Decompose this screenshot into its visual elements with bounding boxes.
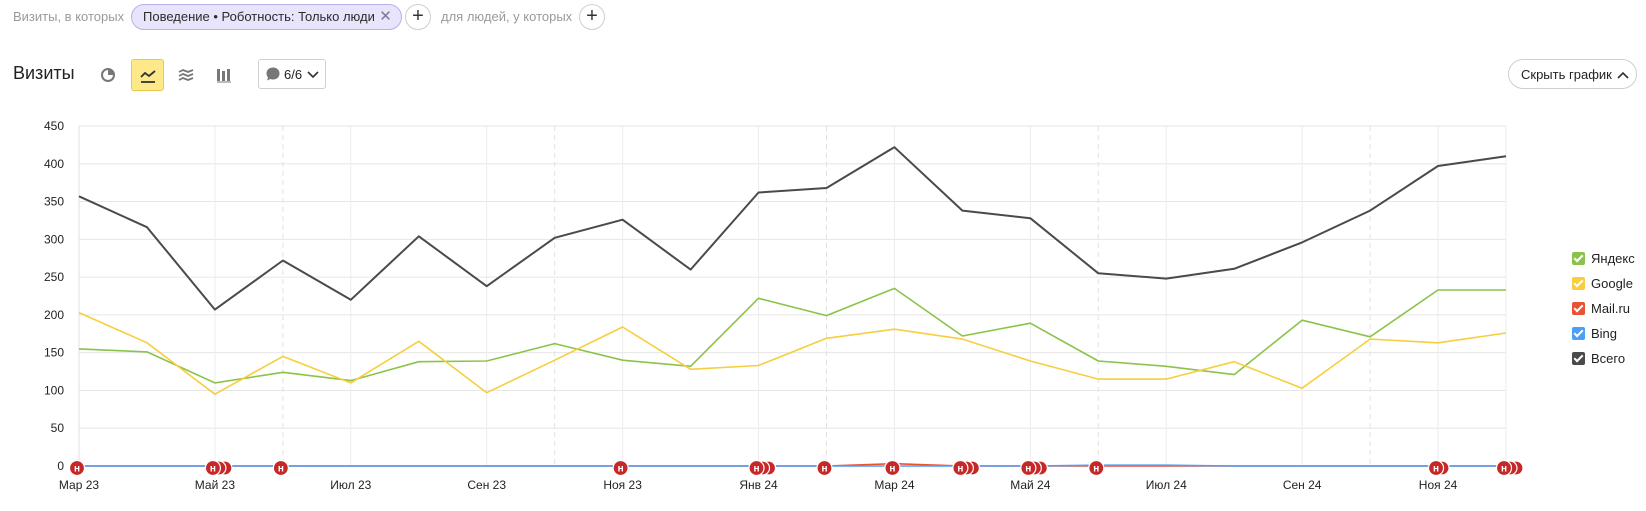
series-line-4	[79, 464, 1506, 467]
x-tick-label: Мар 24	[874, 478, 914, 492]
x-tick-label: Сен 23	[467, 478, 506, 492]
line-chart-mode-button[interactable]	[131, 59, 164, 91]
note-marker-icon[interactable]	[884, 459, 901, 477]
y-tick-label: 400	[44, 157, 64, 171]
visits-line-chart: 0 50 100 150 200 250 300 350 400 450 Мар 23 Май 23 И…	[44, 119, 1524, 492]
note-marker-letter: н	[957, 464, 963, 475]
close-icon[interactable]: ✕	[379, 8, 392, 25]
note-marker-icon[interactable]	[748, 459, 765, 477]
note-marker-letter: н	[821, 464, 827, 475]
note-marker-icon[interactable]	[1088, 459, 1105, 477]
x-tick-label: Май 23	[195, 478, 236, 492]
checkbox-icon[interactable]	[1572, 252, 1585, 265]
note-marker-letter: н	[1433, 464, 1439, 475]
hide-chart-button[interactable]: Скрыть график	[1508, 59, 1637, 89]
note-marker-letter: н	[618, 464, 624, 475]
legend-label: Всего	[1591, 351, 1626, 366]
y-tick-label: 450	[44, 119, 64, 133]
note-marker-icon[interactable]	[204, 459, 222, 477]
legend-label: Bing	[1591, 326, 1618, 341]
x-tick-label: Янв 24	[739, 478, 778, 492]
note-marker-letter: н	[889, 464, 895, 475]
checkbox-icon[interactable]	[1572, 327, 1585, 340]
note-marker-letter: н	[210, 464, 216, 475]
note-marker-letter: н	[74, 464, 80, 475]
y-tick-label: 300	[44, 232, 64, 246]
chevron-down-icon	[307, 71, 319, 79]
legend-label: Mail.ru	[1591, 301, 1631, 316]
checkbox-icon[interactable]	[1572, 352, 1585, 365]
pie-chart-icon	[101, 68, 115, 82]
chart-title: Визиты	[13, 63, 75, 83]
y-tick-label: 200	[44, 308, 64, 322]
x-tick-label: Мар 23	[59, 478, 99, 492]
note-marker-icon[interactable]	[1495, 459, 1513, 477]
hide-chart-label: Скрыть график	[1521, 67, 1612, 82]
legend-label: Google	[1591, 276, 1633, 291]
add-visit-condition-button[interactable]: +	[405, 4, 431, 30]
note-marker-icon[interactable]	[612, 459, 629, 477]
y-tick-label: 150	[44, 346, 64, 360]
x-tick-label: Июл 24	[1146, 478, 1187, 492]
y-tick-label: 50	[51, 421, 65, 435]
y-tick-label: 350	[44, 195, 64, 209]
x-tick-label: Ноя 24	[1419, 478, 1458, 492]
x-tick-label: Ноя 23	[603, 478, 642, 492]
note-marker-icon[interactable]	[1020, 459, 1037, 477]
comment-icon	[266, 67, 280, 81]
chevron-up-icon	[1617, 71, 1629, 79]
notes-counter: 6/6	[284, 67, 303, 82]
add-people-condition-button[interactable]: +	[579, 4, 605, 30]
segment-chip-label: Поведение • Роботность: Только люди	[143, 9, 375, 24]
plus-icon: +	[586, 5, 598, 27]
people-filter-label: для людей, у которых	[441, 9, 573, 24]
checkbox-icon[interactable]	[1572, 277, 1585, 290]
stacked-area-mode-button[interactable]	[170, 59, 203, 91]
plus-icon: +	[412, 5, 424, 27]
x-tick-label: Сен 24	[1283, 478, 1322, 492]
visits-filter-label: Визиты, в которых	[13, 9, 125, 24]
series-line-2	[78, 311, 1507, 396]
bar-chart-mode-button[interactable]	[208, 59, 241, 91]
bar-chart-icon	[217, 69, 231, 83]
note-marker-letter: н	[1025, 464, 1031, 475]
series-line-5	[78, 146, 1507, 311]
checkbox-icon[interactable]	[1572, 302, 1585, 315]
note-marker-icon[interactable]	[952, 459, 969, 477]
note-marker-icon[interactable]	[1427, 459, 1445, 477]
note-marker-icon[interactable]	[68, 459, 86, 477]
pie-chart-mode-button[interactable]	[92, 59, 125, 91]
stacked-area-icon	[178, 69, 194, 81]
segment-chip[interactable]: Поведение • Роботность: Только люди ✕	[131, 4, 402, 30]
x-tick-label: Май 24	[1010, 478, 1051, 492]
segment-filter-row: Визиты, в которых Поведение • Роботность…	[0, 0, 1646, 36]
y-tick-label: 0	[57, 459, 64, 473]
y-tick-label: 100	[44, 383, 64, 397]
legend-label: Яндекс	[1591, 251, 1635, 266]
note-marker-letter: н	[1093, 464, 1099, 475]
x-tick-label: Июл 23	[330, 478, 371, 492]
note-marker-letter: н	[1501, 464, 1507, 475]
note-marker-icon[interactable]	[272, 459, 289, 477]
line-chart-icon	[140, 70, 156, 83]
y-tick-label: 250	[44, 270, 64, 284]
note-marker-letter: н	[278, 464, 284, 475]
note-marker-icon[interactable]	[816, 459, 833, 477]
series-line-1	[78, 287, 1506, 384]
note-marker-letter: н	[754, 464, 760, 475]
notes-filter-button[interactable]: 6/6	[258, 59, 326, 89]
